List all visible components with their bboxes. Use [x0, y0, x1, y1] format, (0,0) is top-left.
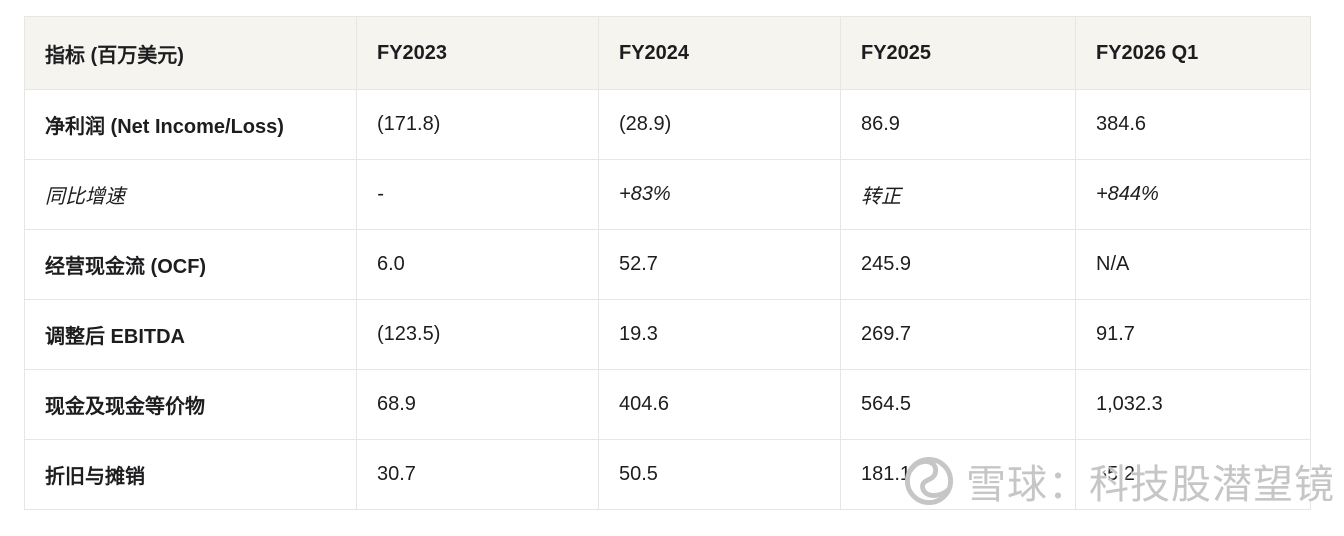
value-cell: 6.0: [356, 229, 599, 300]
value-cell: (171.8): [356, 89, 599, 160]
value-cell: 245.9: [840, 229, 1076, 300]
value-cell: 564.5: [840, 369, 1076, 440]
row-label-yoy-growth: 同比增速: [24, 159, 357, 230]
value-cell: 85.2: [1075, 439, 1311, 510]
row-label-cash-equivalents: 现金及现金等价物: [24, 369, 357, 440]
header-row: 指标 (百万美元) FY2023 FY2024 FY2025 FY2026 Q1: [24, 16, 1311, 90]
table-row-net-income: 净利润 (Net Income/Loss) (171.8) (28.9) 86.…: [24, 89, 1311, 160]
value-cell: N/A: [1075, 229, 1311, 300]
table-row-adj-ebitda: 调整后 EBITDA (123.5) 19.3 269.7 91.7: [24, 299, 1311, 370]
value-cell: 269.7: [840, 299, 1076, 370]
table-row-ocf: 经营现金流 (OCF) 6.0 52.7 245.9 N/A: [24, 229, 1311, 300]
header-cell-fy2026q1: FY2026 Q1: [1075, 16, 1311, 90]
value-cell: +83%: [598, 159, 841, 230]
value-cell: +844%: [1075, 159, 1311, 230]
table-row-depreciation-amortization: 折旧与摊销 30.7 50.5 181.1 85.2: [24, 439, 1311, 510]
value-cell: 181.1: [840, 439, 1076, 510]
header-cell-metric: 指标 (百万美元): [24, 16, 357, 90]
value-cell: 转正: [840, 159, 1076, 230]
header-cell-fy2025: FY2025: [840, 16, 1076, 90]
financial-metrics-table-container: 指标 (百万美元) FY2023 FY2024 FY2025 FY2026 Q1…: [24, 16, 1311, 510]
value-cell: 1,032.3: [1075, 369, 1311, 440]
value-cell: 384.6: [1075, 89, 1311, 160]
value-cell: 50.5: [598, 439, 841, 510]
row-label-ocf: 经营现金流 (OCF): [24, 229, 357, 300]
value-cell: 30.7: [356, 439, 599, 510]
header-cell-fy2024: FY2024: [598, 16, 841, 90]
value-cell: 68.9: [356, 369, 599, 440]
table-row-yoy-growth: 同比增速 - +83% 转正 +844%: [24, 159, 1311, 230]
value-cell: (123.5): [356, 299, 599, 370]
value-cell: -: [356, 159, 599, 230]
header-cell-fy2023: FY2023: [356, 16, 599, 90]
value-cell: 404.6: [598, 369, 841, 440]
value-cell: 86.9: [840, 89, 1076, 160]
value-cell: 52.7: [598, 229, 841, 300]
value-cell: (28.9): [598, 89, 841, 160]
row-label-depreciation-amortization: 折旧与摊销: [24, 439, 357, 510]
table-row-cash-equivalents: 现金及现金等价物 68.9 404.6 564.5 1,032.3: [24, 369, 1311, 440]
row-label-adj-ebitda: 调整后 EBITDA: [24, 299, 357, 370]
row-label-net-income: 净利润 (Net Income/Loss): [24, 89, 357, 160]
financial-metrics-table: 指标 (百万美元) FY2023 FY2024 FY2025 FY2026 Q1…: [24, 16, 1311, 510]
value-cell: 19.3: [598, 299, 841, 370]
value-cell: 91.7: [1075, 299, 1311, 370]
